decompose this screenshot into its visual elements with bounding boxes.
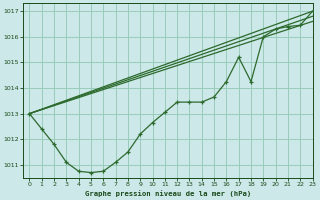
X-axis label: Graphe pression niveau de la mer (hPa): Graphe pression niveau de la mer (hPa) <box>85 190 251 197</box>
